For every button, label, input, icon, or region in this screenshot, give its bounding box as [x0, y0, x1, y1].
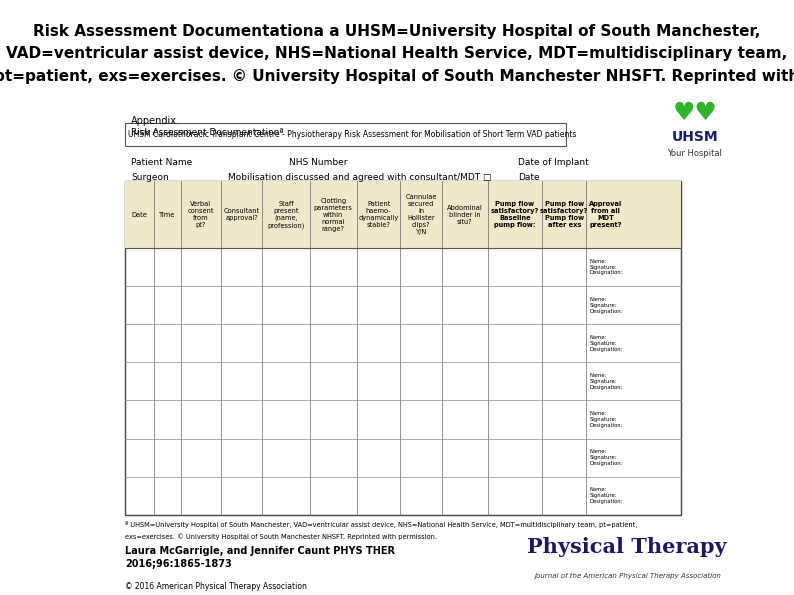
Text: Consultant
approval?: Consultant approval?: [224, 208, 260, 221]
Text: Patient
haemo-
dynamically
stable?: Patient haemo- dynamically stable?: [358, 201, 399, 228]
Text: NHS Number: NHS Number: [289, 158, 348, 167]
Bar: [125, 181, 681, 515]
Text: Patient Name: Patient Name: [131, 158, 192, 167]
Text: Laura McGarrigle, and Jennifer Caunt PHYS THER: Laura McGarrigle, and Jennifer Caunt PHY…: [125, 546, 395, 556]
Text: Verbal
consent
from
pt?: Verbal consent from pt?: [187, 201, 214, 228]
Bar: [125, 181, 681, 248]
Text: ♥♥: ♥♥: [673, 101, 717, 125]
Text: Name:
Signature:
Designation:: Name: Signature: Designation:: [589, 449, 622, 466]
FancyBboxPatch shape: [125, 123, 566, 146]
Text: ª UHSM=University Hospital of South Manchester, VAD=ventricular assist device, N: ª UHSM=University Hospital of South Manc…: [125, 521, 638, 528]
Text: exs=exercises. © University Hospital of South Manchester NHSFT. Reprinted with p: exs=exercises. © University Hospital of …: [125, 534, 437, 540]
Text: Name:
Signature:
Designation:: Name: Signature: Designation:: [589, 259, 622, 275]
Text: UHSM: UHSM: [672, 130, 718, 143]
Text: pt=patient, exs=exercises. © University Hospital of South Manchester NHSFT. Repr: pt=patient, exs=exercises. © University …: [0, 69, 794, 84]
Text: Clotting
parameters
within
normal
range?: Clotting parameters within normal range?: [314, 198, 353, 232]
Text: Appendix.: Appendix.: [131, 116, 180, 126]
Text: Abdominal
blinder in
situ?: Abdominal blinder in situ?: [447, 205, 483, 225]
Text: Pump flow
satisfactory?
Pump flow
after exs: Pump flow satisfactory? Pump flow after …: [540, 201, 588, 228]
Text: Name:
Signature:
Designation:: Name: Signature: Designation:: [589, 373, 622, 390]
Text: Date of Implant: Date of Implant: [518, 158, 588, 167]
Text: © 2016 American Physical Therapy Association: © 2016 American Physical Therapy Associa…: [125, 582, 307, 591]
Text: Risk Assessment Documentationª: Risk Assessment Documentationª: [131, 128, 283, 137]
Text: Date: Date: [132, 212, 148, 218]
Text: Name:
Signature:
Designation:: Name: Signature: Designation:: [589, 411, 622, 428]
Text: Name:
Signature:
Designation:: Name: Signature: Designation:: [589, 487, 622, 504]
Text: Journal of the American Physical Therapy Association: Journal of the American Physical Therapy…: [534, 573, 721, 579]
Text: Approval
from all
MDT
present?: Approval from all MDT present?: [589, 201, 622, 228]
Text: Staff
present
(name,
profession): Staff present (name, profession): [268, 201, 305, 229]
Text: Name:
Signature:
Designation:: Name: Signature: Designation:: [589, 297, 622, 314]
Text: Cannulae
secured
in
Hollister
clips?
Y/N: Cannulae secured in Hollister clips? Y/N: [406, 195, 437, 235]
Text: Your Hospital: Your Hospital: [667, 149, 723, 158]
Text: Name:
Signature:
Designation:: Name: Signature: Designation:: [589, 335, 622, 352]
Text: 2016;96:1865-1873: 2016;96:1865-1873: [125, 559, 232, 569]
Text: Risk Assessment Documentationa a UHSM=University Hospital of South Manchester,: Risk Assessment Documentationa a UHSM=Un…: [33, 24, 761, 39]
Text: Surgeon: Surgeon: [131, 173, 169, 181]
Text: Physical Therapy: Physical Therapy: [527, 537, 727, 558]
Text: Date: Date: [518, 173, 539, 181]
Text: Time: Time: [160, 212, 175, 218]
Text: VAD=ventricular assist device, NHS=National Health Service, MDT=multidisciplinar: VAD=ventricular assist device, NHS=Natio…: [6, 46, 788, 61]
Text: Mobilisation discussed and agreed with consultant/MDT □: Mobilisation discussed and agreed with c…: [228, 173, 491, 181]
Text: UHSM Cardiothoracic Transplant Centre - Physiotherapy Risk Assessment for Mobili: UHSM Cardiothoracic Transplant Centre - …: [128, 130, 576, 139]
Text: Pump flow
satisfactory?
Baseline
pump flow:: Pump flow satisfactory? Baseline pump fl…: [491, 201, 539, 228]
